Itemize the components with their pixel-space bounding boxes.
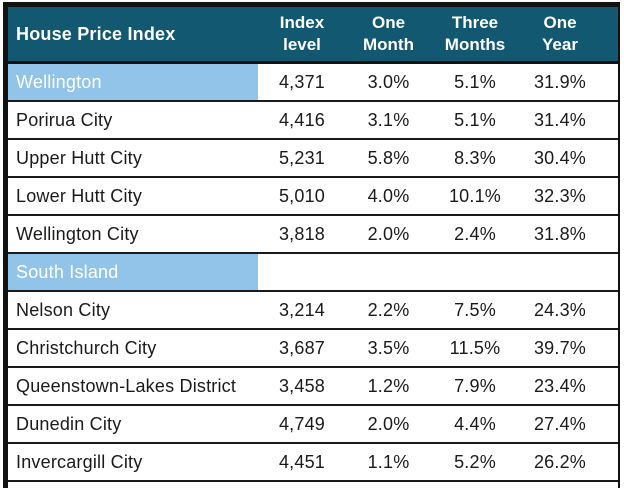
spacer-cell bbox=[601, 366, 618, 405]
cell-one-month: 5.8% bbox=[346, 138, 431, 177]
cell-index-level: 3,687 bbox=[258, 328, 346, 367]
cell-one-year: 26.2% bbox=[519, 442, 601, 481]
cell-one-month: 3.1% bbox=[346, 100, 431, 139]
cell-index-level: 3,818 bbox=[258, 214, 346, 253]
header-spacer-cell bbox=[601, 7, 618, 64]
header-row: House Price Index Index level One Month … bbox=[8, 7, 618, 64]
spacer-cell bbox=[601, 328, 618, 367]
cell-one-month: 3.5% bbox=[346, 328, 431, 367]
spacer-cell bbox=[601, 442, 618, 481]
column-header-three-months: Three Months bbox=[431, 7, 519, 64]
cell-index-level: 4,371 bbox=[278, 71, 326, 92]
cell-three-months: 2.4% bbox=[431, 214, 519, 253]
cell-three-months: 7.9% bbox=[431, 366, 519, 405]
cell-one-year: 30.4% bbox=[519, 138, 601, 177]
row-label: Wellington City bbox=[8, 214, 258, 253]
cell-one-month: 2.0% bbox=[346, 214, 431, 253]
cell-index-level: 4,416 bbox=[258, 100, 346, 139]
table-row-christchurch-city: Christchurch City 3,687 3.5% 11.5% 39.7% bbox=[8, 328, 618, 367]
column-header-line: level bbox=[283, 35, 321, 54]
table-row-dunedin-city: Dunedin City 4,749 2.0% 4.4% 27.4% bbox=[8, 404, 618, 443]
spacer-cell bbox=[601, 290, 618, 329]
table-row-invercargill-city: Invercargill City 4,451 1.1% 5.2% 26.2% bbox=[8, 442, 618, 481]
table-row-wellington: Wellington 4,371 3.0% 5.1% 31.9% bbox=[8, 62, 618, 102]
data-table: House Price Index Index level One Month … bbox=[8, 7, 618, 488]
cell-one-year bbox=[519, 252, 601, 291]
cell-one-month: 4.0% bbox=[346, 176, 431, 215]
cell-index-level: 4,749 bbox=[258, 404, 346, 443]
cell-one-year: 32.3% bbox=[519, 176, 601, 215]
cell-index-level bbox=[258, 252, 346, 291]
column-header-line: One bbox=[371, 12, 406, 32]
row-label: Dunedin City bbox=[8, 404, 258, 443]
spacer-cell bbox=[601, 404, 618, 443]
row-label: Lower Hutt City bbox=[8, 176, 258, 215]
column-header-line: Index bbox=[279, 12, 325, 32]
column-header-line: Months bbox=[444, 35, 506, 54]
cell-one-year: 31.9% bbox=[533, 71, 587, 92]
table-row-partial-cutoff bbox=[8, 480, 618, 488]
row-label: Upper Hutt City bbox=[8, 138, 258, 177]
cell-index-level: 4,451 bbox=[258, 442, 346, 481]
row-label: South Island bbox=[8, 252, 258, 291]
cell-one-month: 2.0% bbox=[346, 404, 431, 443]
table-row-lower-hutt-city: Lower Hutt City 5,010 4.0% 10.1% 32.3% bbox=[8, 176, 618, 215]
table-row-south-island: South Island bbox=[8, 252, 618, 291]
cell-one-month: 1.1% bbox=[346, 442, 431, 481]
spacer-cell bbox=[601, 214, 618, 253]
cell-one-year: 31.8% bbox=[519, 214, 601, 253]
column-header-line: One bbox=[543, 12, 577, 32]
cell-index-level: 5,010 bbox=[258, 176, 346, 215]
row-label: Nelson City bbox=[8, 290, 258, 329]
table-row-upper-hutt-city: Upper Hutt City 5,231 5.8% 8.3% 30.4% bbox=[8, 138, 618, 177]
cell-index-level: 5,231 bbox=[258, 138, 346, 177]
table-body: Wellington 4,371 3.0% 5.1% 31.9% Porirua… bbox=[8, 62, 618, 488]
cell-one-month: 3.0% bbox=[367, 71, 410, 92]
cell-three-months: 7.5% bbox=[431, 290, 519, 329]
column-header-one-month: One Month bbox=[346, 7, 431, 64]
cell-one-year: 27.4% bbox=[519, 404, 601, 443]
spacer-cell bbox=[601, 252, 618, 291]
column-header-line: Month bbox=[363, 35, 414, 54]
table-title: House Price Index bbox=[8, 7, 258, 64]
cell-three-months: 10.1% bbox=[431, 176, 519, 215]
cell-one-year: 24.3% bbox=[519, 290, 601, 329]
column-header-one-year: One Year bbox=[519, 7, 601, 64]
column-header-line: Year bbox=[542, 35, 578, 54]
row-label: Invercargill City bbox=[8, 442, 258, 481]
table-row-porirua-city: Porirua City 4,416 3.1% 5.1% 31.4% bbox=[8, 100, 618, 139]
cell-three-months: 5.2% bbox=[431, 442, 519, 481]
row-label: Christchurch City bbox=[8, 328, 258, 367]
column-header-line: Three bbox=[451, 12, 499, 32]
column-header-index-level: Index level bbox=[258, 7, 346, 64]
cell-three-months bbox=[431, 252, 519, 291]
row-label: Porirua City bbox=[8, 100, 258, 139]
cell-index-level: 3,458 bbox=[258, 366, 346, 405]
cell-one-year: 31.4% bbox=[519, 100, 601, 139]
spacer-cell bbox=[601, 138, 618, 177]
row-label: Queenstown-Lakes District bbox=[8, 366, 258, 405]
table-row-nelson-city: Nelson City 3,214 2.2% 7.5% 24.3% bbox=[8, 290, 618, 329]
cell-three-months: 4.4% bbox=[431, 404, 519, 443]
cell-three-months: 5.1% bbox=[454, 71, 496, 92]
table-header: House Price Index Index level One Month … bbox=[8, 7, 618, 64]
cell-one-month: 1.2% bbox=[346, 366, 431, 405]
row-label: Wellington bbox=[8, 62, 258, 101]
cell-three-months: 11.5% bbox=[431, 328, 519, 367]
house-price-index-table: House Price Index Index level One Month … bbox=[3, 2, 620, 488]
table-row-queenstown-lakes-district: Queenstown-Lakes District 3,458 1.2% 7.9… bbox=[8, 366, 618, 405]
partial-row-cell bbox=[8, 480, 618, 488]
spacer-cell bbox=[601, 176, 618, 215]
cell-one-year: 39.7% bbox=[519, 328, 601, 367]
spacer-cell bbox=[601, 63, 618, 102]
cell-one-month: 2.2% bbox=[346, 290, 431, 329]
cell-one-month bbox=[346, 252, 431, 291]
spacer-cell bbox=[601, 100, 618, 139]
cell-three-months: 8.3% bbox=[431, 138, 519, 177]
table-row-wellington-city: Wellington City 3,818 2.0% 2.4% 31.8% bbox=[8, 214, 618, 253]
cell-three-months: 5.1% bbox=[431, 100, 519, 139]
cell-one-year: 23.4% bbox=[519, 366, 601, 405]
cell-index-level: 3,214 bbox=[258, 290, 346, 329]
